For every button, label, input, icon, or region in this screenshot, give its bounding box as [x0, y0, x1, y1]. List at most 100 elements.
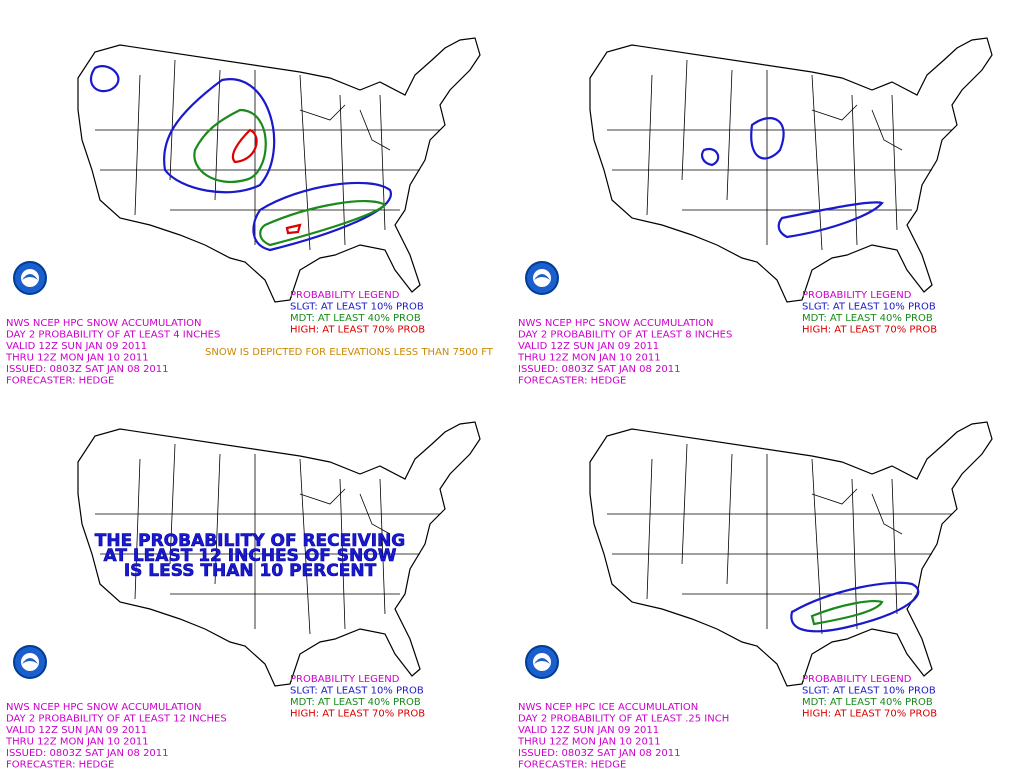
header-line: FORECASTER: HEDGE	[518, 376, 626, 387]
state-border	[379, 478, 386, 615]
legend-item: SLGT: AT LEAST 10% PROB	[290, 686, 424, 697]
legend-title: PROBABILITY LEGEND	[802, 290, 912, 301]
state-border	[646, 74, 653, 216]
header-line: DAY 2 PROBABILITY OF AT LEAST 4 INCHES	[6, 330, 220, 341]
logo-center	[533, 269, 551, 287]
probability-contour	[193, 108, 267, 183]
state-border	[214, 69, 221, 201]
header-line: THRU 12Z MON JAN 10 2011	[5, 353, 149, 364]
state-border	[299, 458, 311, 635]
header-line: FORECASTER: HEDGE	[6, 760, 114, 768]
state-border	[871, 109, 903, 151]
legend-item: SLGT: AT LEAST 10% PROB	[290, 302, 424, 313]
probability-message: AT LEAST 12 INCHES OF SNOW	[104, 546, 397, 566]
legend-item: MDT: AT LEAST 40% PROB	[802, 313, 933, 324]
probability-message: IS LESS THAN 10 PERCENT	[124, 561, 377, 581]
state-border	[811, 104, 858, 121]
state-border	[299, 104, 346, 121]
probability-contour	[790, 581, 920, 633]
legend-item: MDT: AT LEAST 40% PROB	[802, 697, 933, 708]
us-outline	[589, 37, 993, 303]
logo-bird	[534, 274, 550, 280]
us-outline	[77, 37, 481, 303]
legend-item: HIGH: AT LEAST 70% PROB	[290, 325, 425, 336]
header-line: NWS NCEP HPC SNOW ACCUMULATION	[518, 318, 714, 329]
header-line: ISSUED: 0803Z SAT JAN 08 2011	[6, 748, 169, 759]
probability-contour	[163, 78, 276, 194]
probability-contour	[252, 181, 393, 252]
state-border	[811, 488, 858, 505]
state-border	[681, 443, 688, 565]
legend-title: PROBABILITY LEGEND	[290, 290, 400, 301]
legend-item: HIGH: AT LEAST 70% PROB	[290, 709, 425, 720]
state-border	[811, 458, 823, 635]
header-line: NWS NCEP HPC ICE ACCUMULATION	[518, 702, 698, 713]
state-border	[891, 94, 898, 231]
logo-center	[533, 653, 551, 671]
state-border	[134, 458, 141, 600]
state-border	[726, 453, 733, 585]
state-border	[134, 74, 141, 216]
state-border	[871, 493, 903, 535]
header-line: VALID 12Z SUN JAN 09 2011	[6, 341, 147, 352]
logo-bird	[22, 658, 38, 664]
state-border	[726, 69, 733, 201]
legend-item: SLGT: AT LEAST 10% PROB	[802, 302, 936, 313]
noaa-logo	[525, 645, 559, 679]
state-border	[681, 59, 688, 181]
header-line: NWS NCEP HPC SNOW ACCUMULATION	[6, 318, 202, 329]
header-line: VALID 12Z SUN JAN 09 2011	[6, 725, 147, 736]
state-border	[169, 443, 176, 565]
header-line: VALID 12Z SUN JAN 09 2011	[518, 725, 659, 736]
probability-contour	[231, 128, 258, 164]
header-line: FORECASTER: HEDGE	[518, 760, 626, 768]
us-outline	[77, 421, 481, 687]
header-line: FORECASTER: HEDGE	[6, 376, 114, 387]
header-line: THRU 12Z MON JAN 10 2011	[517, 737, 661, 748]
us-outline	[589, 421, 993, 687]
state-border	[299, 488, 346, 505]
probability-contour	[285, 223, 302, 235]
header-line: DAY 2 PROBABILITY OF AT LEAST 8 INCHES	[518, 330, 732, 341]
logo-bird	[534, 658, 550, 664]
header-line: ISSUED: 0803Z SAT JAN 08 2011	[6, 364, 169, 375]
state-border	[646, 458, 653, 600]
state-border	[214, 453, 221, 585]
noaa-logo	[13, 261, 47, 295]
header-line: THRU 12Z MON JAN 10 2011	[517, 353, 661, 364]
logo-center	[21, 653, 39, 671]
logo-bird	[22, 274, 38, 280]
legend-title: PROBABILITY LEGEND	[290, 674, 400, 685]
header-line: ISSUED: 0803Z SAT JAN 08 2011	[518, 364, 681, 375]
header-line: THRU 12Z MON JAN 10 2011	[5, 737, 149, 748]
state-border	[891, 478, 898, 615]
legend-item: MDT: AT LEAST 40% PROB	[290, 697, 421, 708]
noaa-logo	[525, 261, 559, 295]
legend-item: HIGH: AT LEAST 70% PROB	[802, 325, 937, 336]
header-line: DAY 2 PROBABILITY OF AT LEAST .25 INCH	[518, 714, 729, 725]
state-border	[359, 109, 391, 151]
elevation-note: SNOW IS DEPICTED FOR ELEVATIONS LESS THA…	[205, 347, 494, 358]
legend-item: HIGH: AT LEAST 70% PROB	[802, 709, 937, 720]
probability-message: THE PROBABILITY OF RECEIVING	[95, 531, 406, 551]
legend-item: MDT: AT LEAST 40% PROB	[290, 313, 421, 324]
state-border	[359, 493, 391, 535]
state-border	[299, 74, 311, 251]
header-line: VALID 12Z SUN JAN 09 2011	[518, 341, 659, 352]
legend-title: PROBABILITY LEGEND	[802, 674, 912, 685]
probability-contour	[750, 117, 785, 160]
header-line: NWS NCEP HPC SNOW ACCUMULATION	[6, 702, 202, 713]
probability-contour	[810, 600, 884, 626]
probability-contour	[777, 201, 884, 239]
logo-center	[21, 269, 39, 287]
state-border	[379, 94, 386, 231]
probability-contour	[89, 65, 120, 93]
header-line: DAY 2 PROBABILITY OF AT LEAST 12 INCHES	[6, 714, 227, 725]
probability-contour	[259, 199, 387, 247]
noaa-logo	[13, 645, 47, 679]
